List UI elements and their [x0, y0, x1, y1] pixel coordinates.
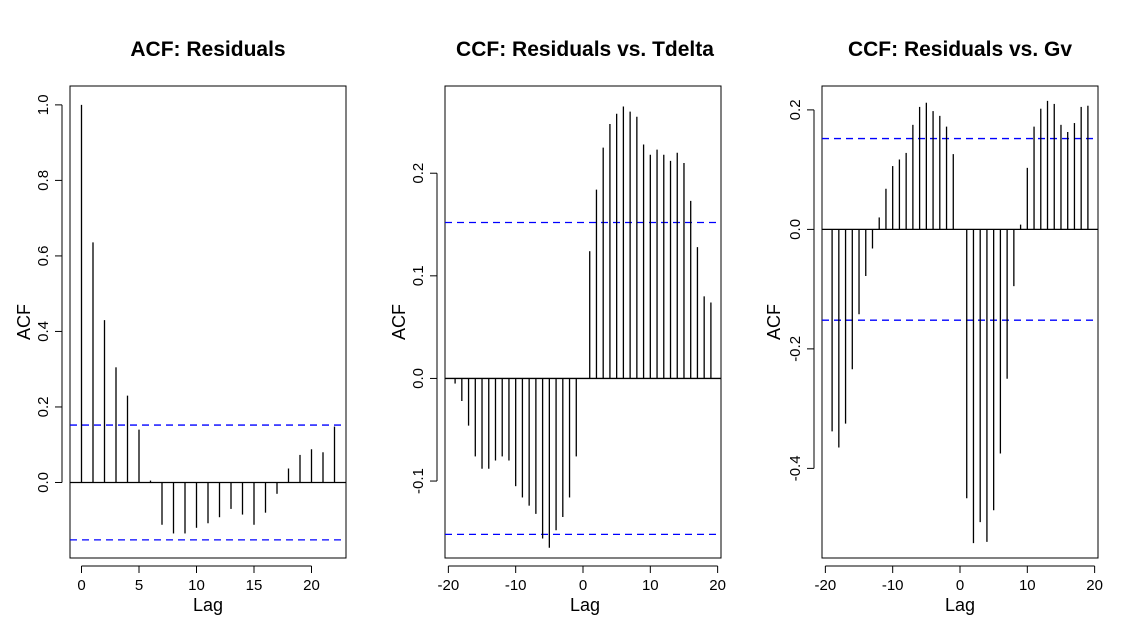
panel-2-y-tick-label: -0.1	[410, 468, 427, 494]
panel-1-x-tick-label: 5	[135, 577, 143, 594]
panel-3-xlabel: Lag	[945, 595, 975, 615]
panel-1-y-tick-label: 0.8	[35, 170, 52, 191]
panel-1-confidence-bounds	[70, 424, 346, 541]
panel-2-y-axis: -0.1 0.0 0.1 0.2	[410, 163, 438, 494]
panel-3-confidence-bounds	[822, 137, 1098, 321]
panel-2-confidence-bounds	[445, 221, 721, 536]
panel-3-y-tick-label: 0.0	[787, 219, 804, 240]
panel-3-x-axis: -20 -10 0 10 20	[815, 565, 1103, 594]
panel-ccf-tdelta: CCF: Residuals vs. Tdelta Lag ACF -20 -10…	[389, 38, 726, 615]
panel-1-x-tick-label: 10	[188, 577, 205, 594]
panel-1-x-tick-label: 15	[246, 577, 263, 594]
panel-1-title: ACF: Residuals	[130, 38, 285, 61]
panel-3-x-tick-label: -20	[815, 577, 837, 594]
panel-3-y-tick-label: 0.2	[787, 99, 804, 120]
panel-1-ylabel: ACF	[14, 304, 34, 340]
panel-1-y-axis: 0.0 0.2 0.4 0.6 0.8 1.0	[35, 94, 63, 493]
panel-2-x-tick-label: -20	[438, 577, 460, 594]
panel-3-title: CCF: Residuals vs. Gv	[848, 38, 1072, 61]
panel-2-y-tick-label: 0.2	[410, 163, 427, 184]
panel-1-plot-frame	[69, 85, 347, 559]
panel-2-y-tick-label: 0.1	[410, 265, 427, 286]
panel-2-x-axis: -20 -10 0 10 20	[438, 565, 726, 594]
panel-3-x-tick-label: -10	[882, 577, 904, 594]
panel-1-x-axis: 0 5 10 15 20	[77, 565, 320, 594]
panel-2-x-tick-label: 10	[642, 577, 659, 594]
panel-1-y-tick-label: 0.0	[35, 472, 52, 493]
panel-2-x-tick-label: 0	[579, 577, 587, 594]
panel-3-bars	[822, 100, 1098, 544]
panel-3-x-tick-label: 20	[1086, 577, 1103, 594]
panel-3-x-tick-label: 10	[1019, 577, 1036, 594]
panel-2-ylabel: ACF	[389, 304, 409, 340]
panel-3-y-tick-label: -0.2	[787, 336, 804, 362]
panel-2-plot-frame	[444, 85, 722, 559]
panel-3-y-tick-label: -0.4	[787, 455, 804, 481]
panel-3-y-axis: -0.4 -0.2 0.0 0.2	[787, 99, 815, 481]
panel-3-ylabel: ACF	[764, 304, 784, 340]
panel-1-bars	[70, 104, 346, 534]
panel-1-xlabel: Lag	[193, 595, 223, 615]
panel-2-bars	[445, 106, 721, 548]
panel-3-plot-frame	[821, 85, 1099, 559]
panel-1-y-tick-label: 0.6	[35, 245, 52, 266]
panel-2-xlabel: Lag	[570, 595, 600, 615]
panel-3-x-tick-label: 0	[956, 577, 964, 594]
panel-1-x-tick-label: 20	[303, 577, 320, 594]
panel-2-y-tick-label: 0.0	[410, 368, 427, 389]
panel-2-x-tick-label: -10	[505, 577, 527, 594]
panel-2-x-tick-label: 20	[709, 577, 726, 594]
panel-acf-residuals: ACF: Residuals Lag ACF 0 5 10 15 20 0.00.20.…	[14, 38, 347, 615]
panel-2-title: CCF: Residuals vs. Tdelta	[456, 38, 714, 61]
panel-ccf-gv: CCF: Residuals vs. Gv Lag ACF -20 -10 0 10 2…	[764, 38, 1103, 615]
panel-1-x-tick-label: 0	[77, 577, 85, 594]
panel-1-y-tick-label: 0.2	[35, 397, 52, 418]
panel-1-y-tick-label: 1.0	[35, 94, 52, 115]
panel-1-y-tick-label: 0.4	[35, 321, 52, 342]
